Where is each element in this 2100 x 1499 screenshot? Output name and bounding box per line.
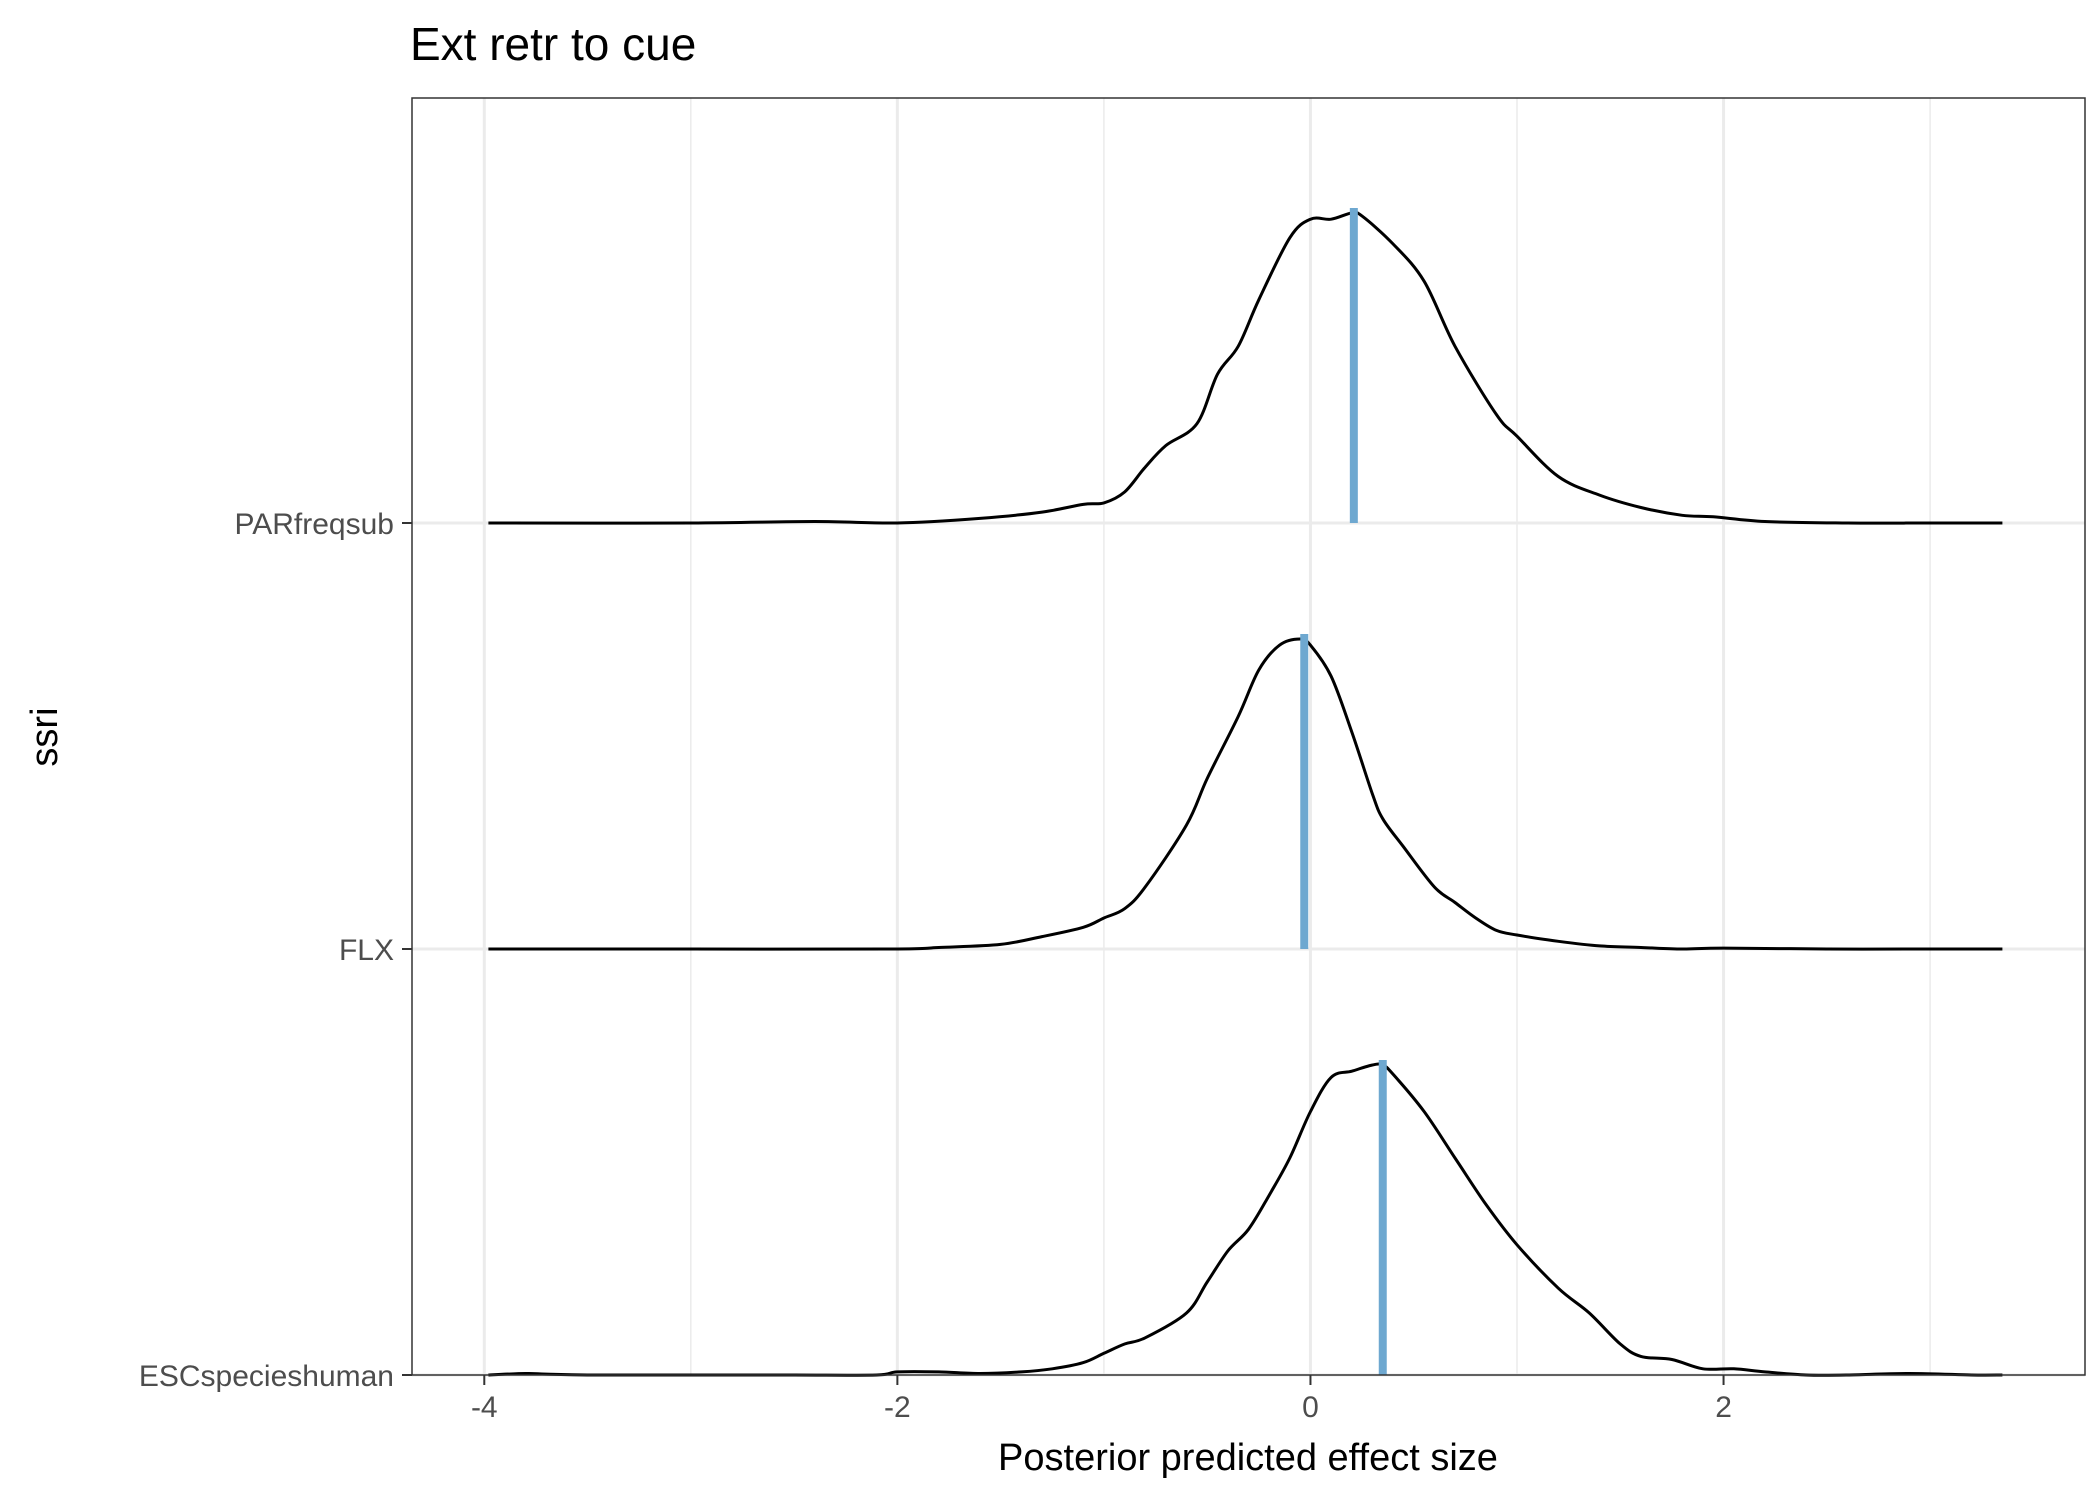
density-ridge-PARfreqsub — [488, 210, 2003, 525]
x-tick-label: -2 — [884, 1391, 911, 1424]
y-axis-title: ssri — [24, 707, 66, 766]
x-tick-label: 2 — [1715, 1391, 1732, 1424]
y-axis: ESCspecieshuman FLX PARfreqsub — [139, 508, 412, 1393]
x-axis-title: Posterior predicted effect size — [998, 1437, 1498, 1479]
median-lines — [1300, 208, 1387, 1375]
x-tick-label: 0 — [1302, 1391, 1319, 1424]
x-tick-label: -4 — [471, 1391, 498, 1424]
x-axis: -4 -2 0 2 — [471, 1375, 1732, 1424]
chart-title: Ext retr to cue — [410, 18, 696, 70]
panel-border — [411, 97, 2086, 1376]
minor-gridlines — [690, 98, 1931, 1375]
density-ridge-FLX — [488, 637, 2003, 951]
density-ridge-ESCspecieshuman — [488, 1062, 2003, 1377]
density-ridges — [488, 210, 2003, 1377]
y-tick-label-PARfreqsub: PARfreqsub — [234, 508, 394, 541]
y-tick-label-ESCspecieshuman: ESCspecieshuman — [139, 1360, 394, 1393]
y-tick-label-FLX: FLX — [339, 934, 394, 967]
